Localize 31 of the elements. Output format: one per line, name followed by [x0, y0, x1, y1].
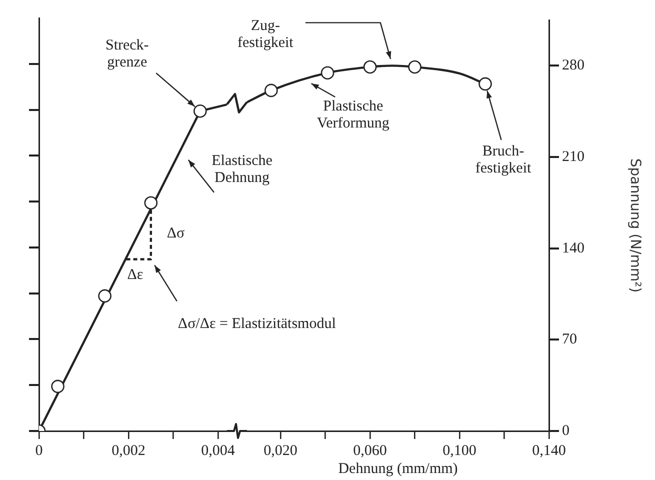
x-axis-title: Dehnung (mm/mm) — [338, 460, 458, 477]
x-tick-label: 0 — [35, 442, 43, 459]
annotation: Δε — [127, 267, 144, 284]
point — [51, 380, 64, 394]
point — [478, 77, 492, 91]
annotation: Plastische Verformung — [316, 98, 390, 132]
point — [264, 84, 278, 98]
x-tick-label: 0,140 — [532, 442, 566, 459]
y-axis-title: Spannung (N/mm²) — [626, 158, 643, 293]
y-tick-label: 280 — [562, 58, 584, 74]
annotation: Δσ — [166, 226, 185, 242]
annotation: Δσ/Δε = Elastizitätsmodul — [178, 316, 336, 332]
point — [144, 196, 158, 210]
x-tick-label: 0,060 — [353, 442, 387, 459]
x-tick-label: 0,020 — [264, 442, 298, 459]
y-tick-label: 70 — [562, 332, 577, 348]
point — [320, 66, 334, 80]
x-tick-label: 0,002 — [112, 442, 146, 459]
x-tick-label: 0,004 — [201, 442, 236, 459]
annotation: Streck- grenze — [105, 38, 149, 71]
point — [363, 60, 377, 74]
point — [98, 289, 112, 303]
annotation: Zug- festigkeit — [237, 18, 294, 52]
y-tick-label: 210 — [562, 148, 584, 165]
y-tick-label: 140 — [562, 240, 584, 256]
y-tick-label: 0 — [562, 422, 570, 439]
x-tick-label: 0,100 — [442, 442, 476, 459]
point — [408, 60, 422, 74]
point — [193, 104, 207, 118]
annotation: Elastische Dehnung — [212, 152, 273, 186]
annotation: Bruch- festigkeit — [475, 143, 532, 176]
